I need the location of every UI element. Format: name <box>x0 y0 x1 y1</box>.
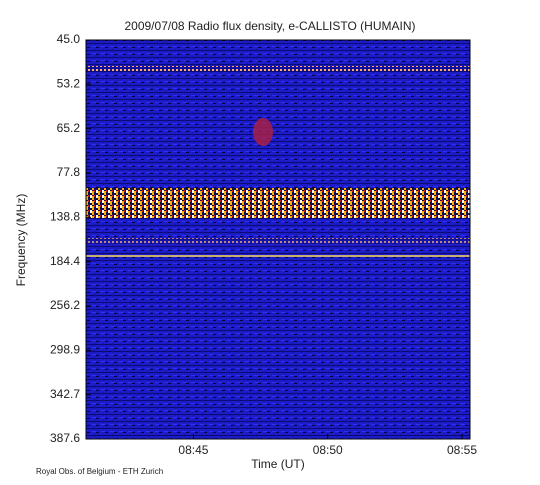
y-tick-label: 45.0 <box>57 32 81 46</box>
y-tick-label: 342.7 <box>50 387 80 401</box>
y-axis-label: Frequency (MHz) <box>14 194 28 287</box>
y-tick-label: 77.8 <box>57 165 81 179</box>
y-tick-label: 184.4 <box>50 254 80 268</box>
x-axis-label: Time (UT) <box>251 457 305 471</box>
y-tick-label: 298.9 <box>50 343 80 357</box>
x-tick-label: 08:55 <box>447 443 477 457</box>
x-tick-label: 08:45 <box>178 443 208 457</box>
spectrogram-image <box>85 39 471 440</box>
y-tick-label: 53.2 <box>57 77 81 91</box>
y-tick-label: 65.2 <box>57 121 81 135</box>
y-tick-label: 138.8 <box>50 210 80 224</box>
y-tick-label: 256.2 <box>50 298 80 312</box>
x-tick-label: 08:50 <box>313 443 343 457</box>
y-tick-label: 387.6 <box>50 431 80 445</box>
chart-title: 2009/07/08 Radio flux density, e-CALLIST… <box>124 19 415 33</box>
credit: Royal Obs. of Belgium - ETH Zurich <box>36 467 163 476</box>
